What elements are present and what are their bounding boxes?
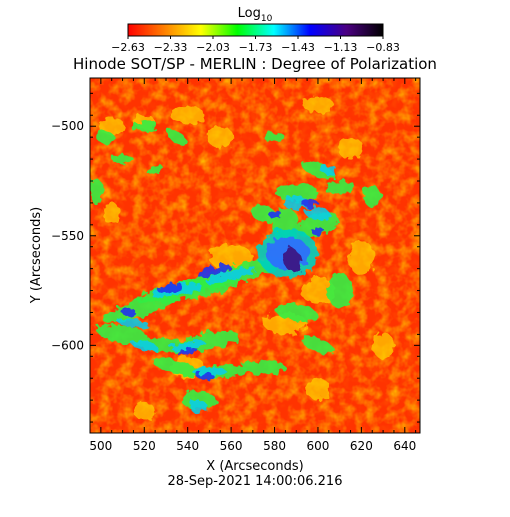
x-axis-label: X (Arcseconds) [206, 459, 303, 474]
yellow-patch [103, 202, 121, 225]
x-tick-label: 520 [133, 439, 156, 453]
green-network [111, 154, 134, 164]
colorbar-tick-label: −2.63 [111, 41, 145, 54]
yellow-patch [372, 332, 394, 359]
cyan-network [320, 165, 338, 175]
x-tick-label: 560 [220, 439, 243, 453]
cyan-network [116, 318, 151, 329]
timestamp: 28-Sep-2021 14:00:06.216 [168, 474, 343, 489]
yellow-patch [170, 106, 206, 125]
sunspot-umbra [282, 247, 302, 273]
colorbar: Log10 −2.63 −2.33 −2.03 −1.73 −1.43 −1.13 −0.8… [111, 6, 400, 54]
green-network [94, 129, 116, 145]
x-tick-label: 500 [89, 439, 112, 453]
yellow-patch [302, 95, 334, 114]
y-tick-label: −500 [51, 119, 84, 133]
x-tick-label: 620 [350, 439, 373, 453]
x-axis: 500 520 540 560 580 600 620 640 [89, 78, 416, 453]
yellow-patch [304, 378, 331, 401]
colorbar-tick-label: −1.43 [281, 41, 315, 54]
blue-filament [196, 372, 214, 380]
green-network [167, 129, 187, 145]
yellow-patch [348, 240, 375, 276]
y-axis: −500 −550 −600 [51, 92, 420, 423]
colorbar-tick-label: −2.33 [154, 41, 188, 54]
y-tick-label: −600 [51, 338, 84, 352]
yellow-patch [207, 126, 234, 149]
x-tick-label: 600 [307, 439, 330, 453]
x-tick-label: 540 [176, 439, 199, 453]
blue-filament [268, 209, 282, 219]
colorbar-tick-label: −1.13 [324, 41, 358, 54]
yellow-patch [133, 402, 156, 420]
cyan-network [305, 207, 331, 221]
colorbar-tick-label: −0.83 [366, 41, 400, 54]
cyan-network [131, 340, 158, 351]
blue-filament [300, 198, 318, 207]
green-network [263, 132, 286, 142]
yellow-patch [300, 277, 336, 304]
cyan-network [189, 400, 208, 414]
cyan-network [205, 266, 257, 284]
colorbar-tick-label: −2.03 [196, 41, 230, 54]
colorbar-label: Log10 [238, 6, 273, 24]
green-network [301, 161, 335, 179]
green-network [324, 180, 355, 195]
green-network [251, 204, 277, 224]
blue-filament [176, 348, 199, 356]
blue-filament [311, 227, 325, 236]
green-network [146, 164, 164, 176]
green-network [90, 178, 104, 206]
blue-filament [157, 283, 184, 293]
cyan-network [283, 196, 310, 210]
y-axis-label: Y (Arcseconds) [29, 207, 44, 304]
green-network [241, 360, 286, 374]
colorbar-ticks: −2.63 −2.33 −2.03 −1.73 −1.43 −1.13 −0.83 [111, 36, 400, 54]
blue-filament [120, 308, 138, 317]
green-network [274, 183, 318, 201]
polarization-structures [90, 95, 394, 420]
green-network [326, 273, 353, 309]
blue-filament [196, 264, 231, 277]
green-network [301, 336, 335, 354]
y-tick-label: −550 [51, 229, 84, 243]
green-network [274, 303, 318, 322]
x-tick-label: 580 [263, 439, 286, 453]
plot-frame [89, 77, 421, 434]
green-network [96, 324, 149, 345]
green-network [363, 185, 381, 208]
heatmap-image [90, 78, 420, 433]
green-network [151, 357, 203, 377]
colorbar-tick-label: −1.73 [239, 41, 273, 54]
chart-title: Hinode SOT/SP - MERLIN : Degree of Polar… [73, 55, 437, 73]
green-network [131, 120, 158, 133]
x-tick-label: 640 [393, 439, 416, 453]
cyan-network [170, 340, 205, 351]
colorbar-bar [127, 23, 384, 37]
yellow-patch [337, 137, 364, 160]
